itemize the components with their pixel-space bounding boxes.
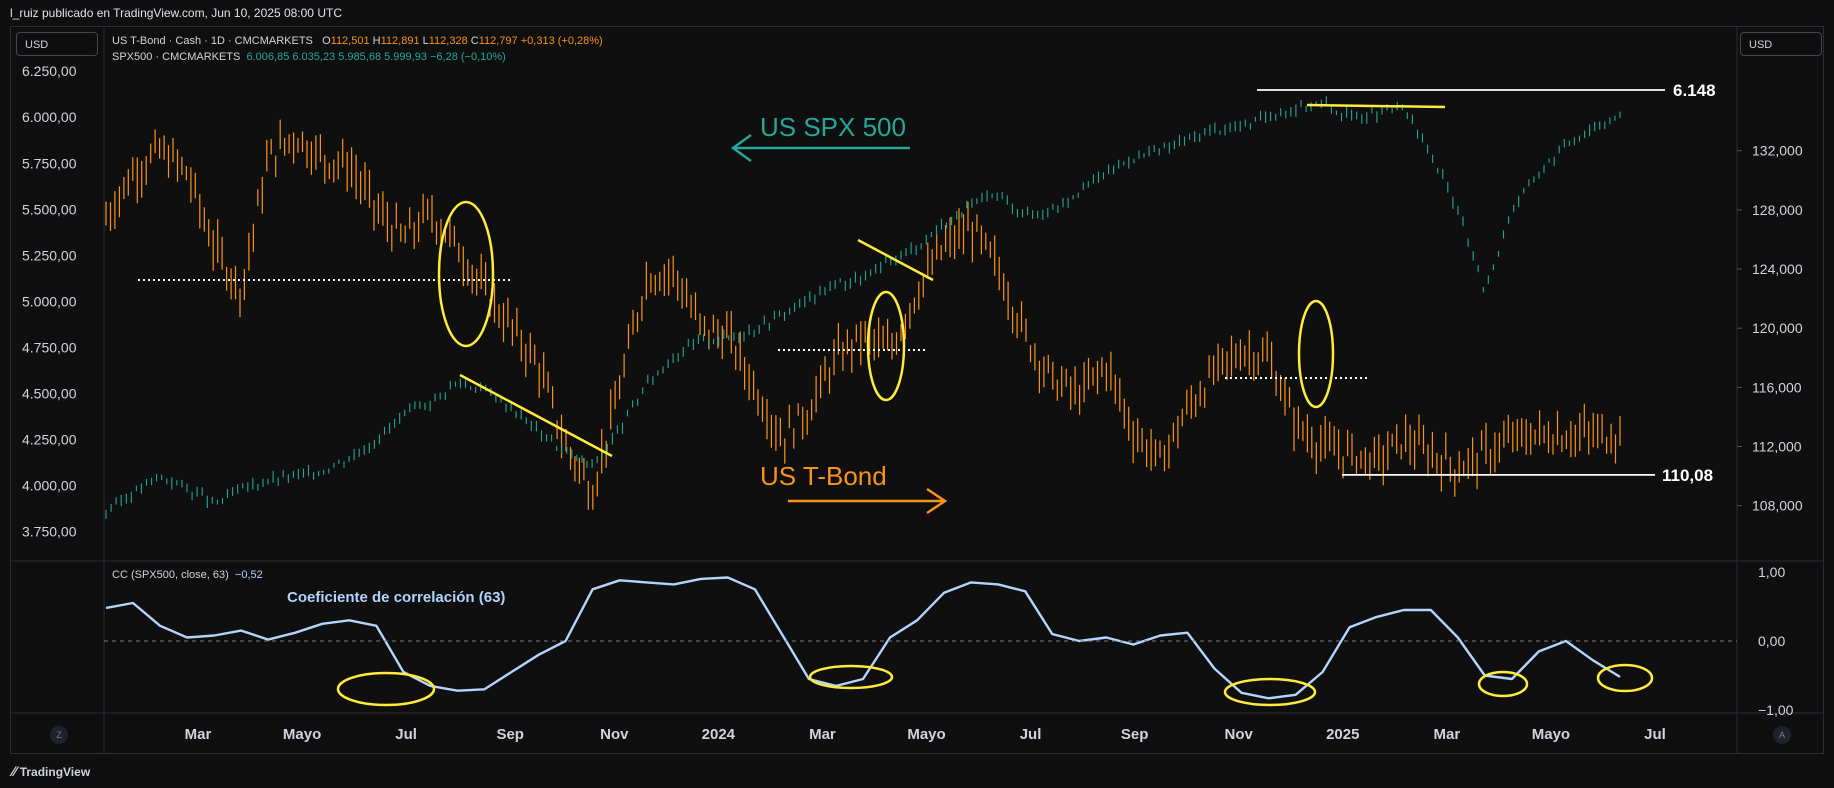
right-axis-tick-label: 116,000 xyxy=(1752,379,1802,395)
cc-highlight-ellipse xyxy=(336,671,436,707)
cc-annotation: Coeficiente de correlación (63) xyxy=(287,589,505,606)
left-axis-tick-label: 5.500,00 xyxy=(22,201,77,217)
right-axis-tick-label: 124,000 xyxy=(1752,261,1803,277)
legend-o-label: O xyxy=(322,35,331,47)
left-axis-tick-label: 6.250,00 xyxy=(22,63,77,79)
publisher-line: l_ruiz publicado en TradingView.com, Jun… xyxy=(10,6,342,20)
cc-line xyxy=(105,576,1621,700)
x-axis-label: 2024 xyxy=(702,726,736,743)
x-axis-label: Sep xyxy=(1121,726,1149,743)
brand-name: TradingView xyxy=(19,765,91,779)
right-axis-tick-label: 132,000 xyxy=(1752,143,1803,159)
highlight-ellipse xyxy=(866,290,906,402)
legend-low: 112,328 xyxy=(428,35,468,47)
x-axis-label: Jul xyxy=(1020,726,1042,743)
left-axis-tick-label: 4.250,00 xyxy=(22,432,77,448)
tradingview-logo-icon: ⁄⁄ xyxy=(12,763,17,779)
legend-c-label: C xyxy=(470,35,479,47)
cc-highlight-ellipse xyxy=(1596,663,1654,693)
left-axis-tick-label: 4.500,00 xyxy=(22,385,77,401)
x-axis-label: Mar xyxy=(809,726,836,743)
trend-line xyxy=(459,373,613,458)
auto-scale-button[interactable]: A xyxy=(1773,726,1791,744)
legend-cc-label: CC (SPX500, close, 63) xyxy=(112,569,229,581)
tbond-level-label: 110,08 xyxy=(1662,466,1713,485)
left-axis-tick-label: 5.750,00 xyxy=(22,155,77,171)
right-axis-tick-label: 112,000 xyxy=(1752,438,1802,454)
cc-highlight-ellipse xyxy=(1223,677,1317,707)
left-axis-tick-label: 4.750,00 xyxy=(22,339,77,355)
x-axis-label: Mar xyxy=(185,726,212,743)
cc-highlight-ellipse xyxy=(808,664,894,690)
legend-spx-values: 6.006,85 6.035,23 5.985,68 5.999,93 −6,2… xyxy=(246,51,506,63)
spx-series xyxy=(105,96,1621,519)
tbond-annotation: US T-Bond xyxy=(760,461,887,491)
spx-level-label: 6.148 xyxy=(1673,81,1716,100)
x-axis-label: Mar xyxy=(1434,726,1461,743)
legend-open: 112,501 xyxy=(330,35,370,47)
goto-start-button[interactable]: Z xyxy=(50,726,68,744)
cc-axis-tick-label: 0,00 xyxy=(1758,633,1785,649)
right-axis-tick-label: 128,000 xyxy=(1752,202,1803,218)
tbond-series xyxy=(105,119,1621,510)
right-axis-tick-label: 108,000 xyxy=(1752,498,1803,514)
left-axis-tick-label: 3.750,00 xyxy=(22,524,77,540)
right-axis-tick-label: 120,000 xyxy=(1752,320,1803,336)
trend-line xyxy=(1306,103,1446,109)
cc-axis-tick-label: 1,00 xyxy=(1758,564,1785,580)
left-axis-tick-label: 6.000,00 xyxy=(22,109,77,125)
currency-selector-left[interactable]: USD xyxy=(16,32,98,56)
chart-frame xyxy=(10,26,1824,754)
cc-axis-tick-label: −1,00 xyxy=(1758,702,1794,718)
legend-main-label: US T-Bond · Cash · 1D · CMCMARKETS xyxy=(112,35,313,47)
highlight-ellipse xyxy=(1297,299,1335,409)
spx-arrow-head-icon xyxy=(730,133,752,163)
currency-selector-right[interactable]: USD xyxy=(1740,32,1822,56)
legend-spx-label: SPX500 · CMCMARKETS xyxy=(112,51,241,63)
left-axis-tick-label: 5.000,00 xyxy=(22,293,77,309)
tbond-arrow-head-icon xyxy=(926,487,948,515)
x-axis-label: Mayo xyxy=(907,726,945,743)
legend-close: 112,797 xyxy=(478,35,518,47)
x-axis-label: Nov xyxy=(600,726,629,743)
tradingview-brand: ⁄⁄ TradingView xyxy=(12,763,90,779)
x-axis-label: Jul xyxy=(1644,726,1666,743)
legend-l-label: L xyxy=(422,35,429,47)
legend-h-label: H xyxy=(372,35,381,47)
x-axis-label: Nov xyxy=(1225,726,1254,743)
legend-spx: SPX500 · CMCMARKETS 6.006,85 6.035,23 5.… xyxy=(112,51,506,63)
legend-main: US T-Bond · Cash · 1D · CMCMARKETS O112,… xyxy=(112,35,603,47)
x-axis-label: Mayo xyxy=(283,726,321,743)
x-axis-label: Mayo xyxy=(1532,726,1570,743)
highlight-ellipse xyxy=(437,200,495,348)
legend-change: +0,313 (+0,28%) xyxy=(520,35,603,47)
trend-line xyxy=(857,238,934,282)
x-axis-label: Sep xyxy=(496,726,524,743)
legend-cc: CC (SPX500, close, 63) −0,52 xyxy=(112,569,263,581)
x-axis-label: 2025 xyxy=(1326,726,1359,743)
left-axis-tick-label: 4.000,00 xyxy=(22,478,77,494)
spx-annotation: US SPX 500 xyxy=(760,112,906,142)
legend-high: 112,891 xyxy=(380,35,420,47)
legend-cc-value: −0,52 xyxy=(234,569,263,581)
left-axis-tick-label: 5.250,00 xyxy=(22,247,77,263)
x-axis-label: Jul xyxy=(395,726,417,743)
cc-highlight-ellipse xyxy=(1477,670,1529,698)
